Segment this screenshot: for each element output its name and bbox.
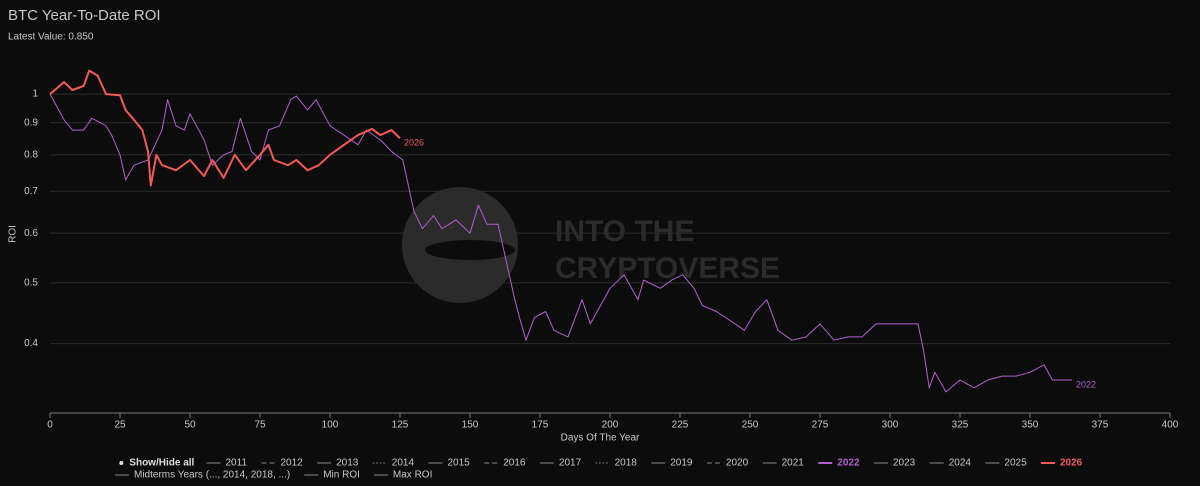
x-tick-label: 200	[602, 420, 619, 431]
legend-label: 2024	[949, 458, 972, 469]
legend-label: Max ROI	[393, 470, 432, 481]
x-tick-label: 275	[812, 420, 829, 431]
legend-item[interactable]: 2025	[985, 458, 1027, 469]
legend-label: 2017	[559, 458, 582, 469]
y-tick-label: 0.4	[24, 338, 38, 349]
legend-label: 2025	[1004, 458, 1027, 469]
legend-item[interactable]: 2012	[261, 458, 304, 469]
x-tick-label: 175	[532, 420, 549, 431]
legend-item[interactable]: 2019	[651, 458, 693, 469]
x-tick-label: 300	[882, 420, 899, 431]
legend-label: 2020	[726, 458, 749, 469]
legend-item[interactable]: Midterms Years (..., 2014, 2018, ...)	[115, 470, 290, 481]
watermark: INTO THE CRYPTOVERSE	[402, 187, 780, 303]
legend-item[interactable]: 2018	[595, 458, 638, 469]
legend-item[interactable]: 2020	[706, 458, 749, 469]
legend-toggle: Show/Hide all	[129, 458, 194, 469]
legend-item[interactable]: Min ROI	[304, 470, 360, 481]
x-tick-label: 325	[952, 420, 969, 431]
legend-item[interactable]: 2023	[874, 458, 916, 469]
x-tick-label: 0	[47, 420, 53, 431]
legend-label: Midterms Years (..., 2014, 2018, ...)	[134, 470, 290, 481]
y-tick-label: 0.5	[24, 277, 38, 288]
y-tick-label: 0.7	[24, 186, 38, 197]
legend-item[interactable]: 2026	[1041, 458, 1083, 469]
series-end-label: 2026	[404, 138, 424, 148]
x-tick-label: 25	[114, 420, 126, 431]
watermark-text: CRYPTOVERSE	[555, 252, 780, 285]
legend-item[interactable]: 2011	[206, 458, 248, 469]
x-tick-label: 225	[672, 420, 689, 431]
legend-label: 2019	[670, 458, 693, 469]
legend-label: 2011	[226, 458, 248, 469]
watermark-logo-ring	[425, 240, 515, 260]
legend-label: 2016	[503, 458, 526, 469]
x-tick-label: 75	[254, 420, 266, 431]
legend-item[interactable]: 2022	[818, 458, 860, 469]
y-tick-label: 0.8	[24, 149, 38, 160]
x-tick-label: 375	[1092, 420, 1109, 431]
y-tick-label: 0.9	[24, 117, 38, 128]
legend-toggle-dot	[119, 461, 124, 465]
chart-title: BTC Year-To-Date ROI	[8, 7, 161, 24]
legend-item[interactable]: 2024	[929, 458, 972, 469]
x-tick-label: 400	[1162, 420, 1179, 431]
legend-label: 2022	[837, 458, 860, 469]
legend-label: 2013	[336, 458, 359, 469]
legend-item[interactable]: 2014	[372, 458, 415, 469]
chart-subtitle: Latest Value: 0.850	[8, 32, 94, 43]
legend-label: 2014	[392, 458, 415, 469]
legend-item[interactable]: 2017	[539, 458, 582, 469]
legend-item[interactable]: 2013	[317, 458, 359, 469]
legend-label: 2021	[782, 458, 805, 469]
x-tick-label: 100	[322, 420, 339, 431]
watermark-logo	[402, 187, 518, 303]
legend-item[interactable]: Max ROI	[373, 470, 432, 481]
y-tick-label: 0.6	[24, 228, 38, 239]
x-tick-label: 250	[742, 420, 759, 431]
series-line	[49, 69, 401, 187]
x-tick-label: 150	[462, 420, 479, 431]
series-line	[49, 93, 1072, 393]
legend-item[interactable]: Show/Hide all	[119, 458, 195, 469]
y-tick-label: 1	[32, 89, 38, 100]
x-tick-label: 350	[1022, 420, 1039, 431]
legend-label: 2026	[1060, 458, 1083, 469]
watermark-text: INTO THE	[555, 215, 694, 248]
legend-label: 2012	[281, 458, 304, 469]
x-axis-label: Days Of The Year	[561, 433, 640, 444]
series-end-label: 2022	[1076, 379, 1096, 389]
legend-label: 2018	[615, 458, 638, 469]
legend-label: 2023	[893, 458, 916, 469]
y-axis-label: ROI	[8, 225, 19, 243]
legend: Show/Hide all 2011 2012 2013 2014 2015 2016 201…	[115, 458, 1083, 481]
x-tick-label: 125	[392, 420, 409, 431]
legend-item[interactable]: 2015	[428, 458, 471, 469]
legend-item[interactable]: 2016	[484, 458, 526, 469]
legend-item[interactable]: 2021	[762, 458, 805, 469]
legend-label: 2015	[448, 458, 471, 469]
x-tick-label: 50	[184, 420, 196, 431]
legend-label: Min ROI	[323, 470, 360, 481]
